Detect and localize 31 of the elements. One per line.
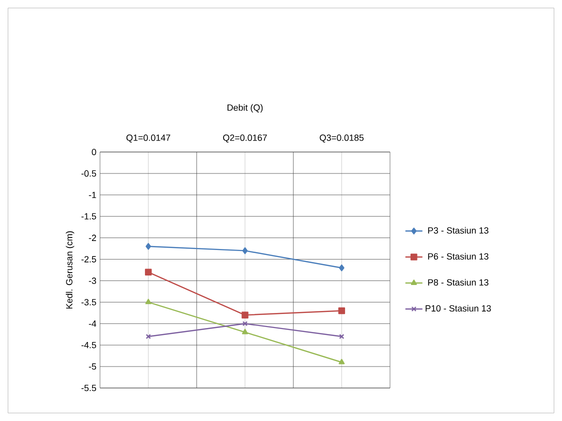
point xyxy=(242,312,248,318)
legend-label: P6 - Stasiun 13 xyxy=(428,253,488,260)
legend-label: P3 - Stasiun 13 xyxy=(428,227,488,234)
x-tick-label: Q3=0.0185 xyxy=(320,134,364,142)
y-tick-label: -0.5 xyxy=(81,170,96,177)
y-tick-label: -1.5 xyxy=(81,213,96,220)
point xyxy=(242,247,248,254)
y-tick-label: -2.5 xyxy=(81,256,96,262)
y-tick-label: -5.5 xyxy=(81,384,96,392)
legend-label: P10 - Stasiun 13 xyxy=(426,304,491,312)
y-axis-title: Kedl. Gerusan (cm) xyxy=(66,231,74,309)
x-tick-label: Q1=0.0147 xyxy=(126,134,170,142)
y-tick-label: -3 xyxy=(88,278,96,284)
y-tick-label: -4 xyxy=(88,320,96,327)
point xyxy=(242,321,248,326)
point xyxy=(146,243,152,250)
y-tick-label: -3.5 xyxy=(81,299,96,306)
y-tick-label: -4.5 xyxy=(81,342,96,348)
point xyxy=(144,268,152,276)
y-tick-label: -2 xyxy=(88,234,96,241)
point xyxy=(145,298,152,304)
point xyxy=(338,307,346,314)
y-tick-label: -1 xyxy=(88,192,96,198)
point xyxy=(338,358,345,364)
y-tick-label: 0 xyxy=(92,148,96,156)
x-tick-label: Q2=0.0167 xyxy=(223,134,267,142)
point xyxy=(242,328,248,334)
y-tick-label: -5 xyxy=(88,363,96,370)
point xyxy=(338,264,344,272)
chart-title: Debit (Q) xyxy=(228,104,263,113)
legend-label: P8 - Stasiun 13 xyxy=(428,278,488,286)
